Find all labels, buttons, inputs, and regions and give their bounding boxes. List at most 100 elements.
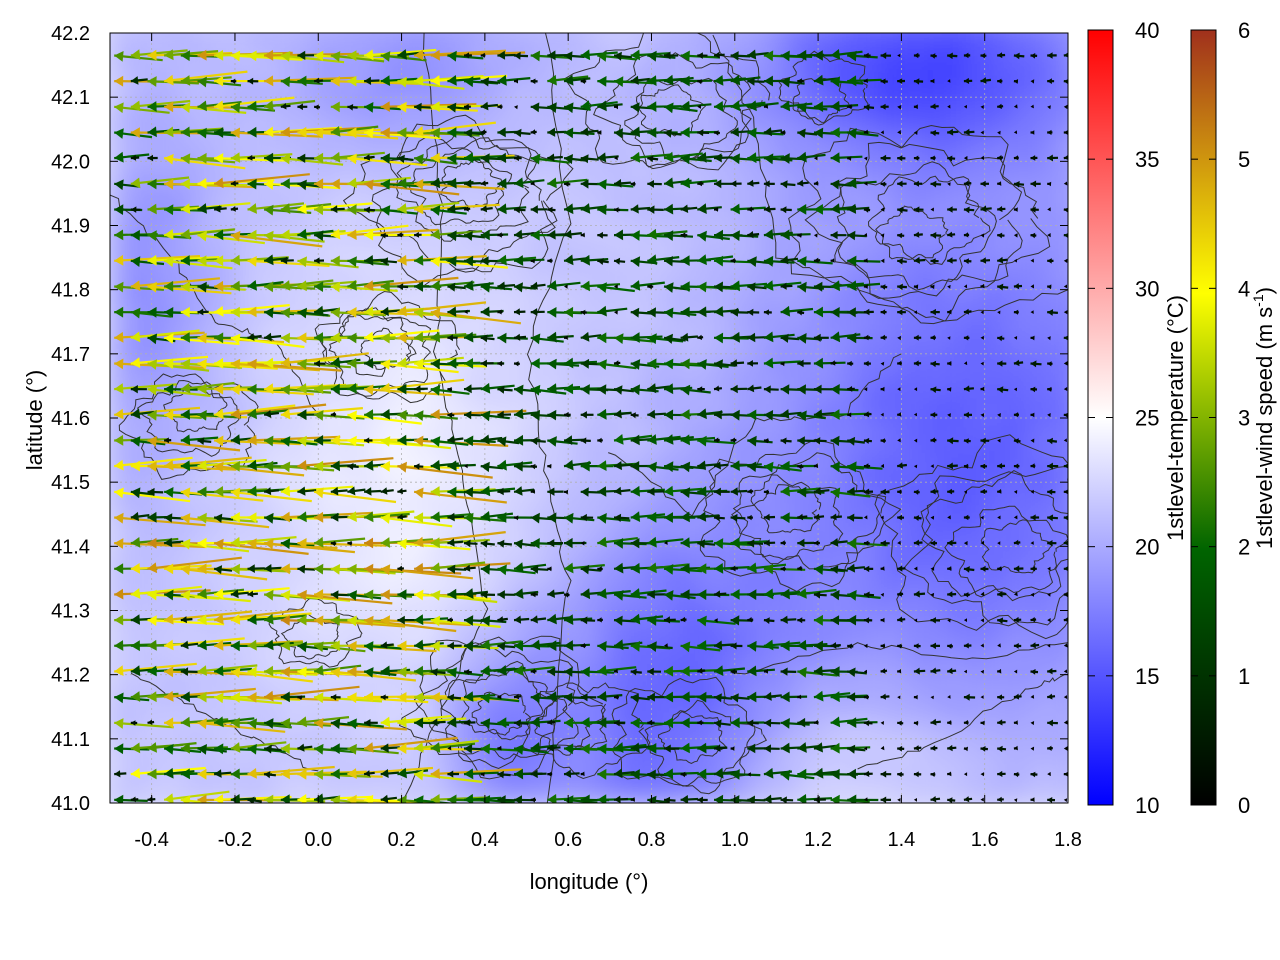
temperature-cell (1068, 380, 1090, 400)
temperature-cell (630, 572, 653, 593)
temperature-cell (110, 418, 132, 439)
temperature-cell (943, 514, 965, 535)
temperature-cell (297, 495, 320, 516)
temperature-cell (609, 495, 632, 516)
temperature-cell (776, 533, 799, 554)
temperature-cell (172, 187, 195, 208)
temperature-cell (151, 687, 174, 708)
temperature-cell (859, 475, 882, 496)
temperature-cell (297, 33, 320, 54)
temperature-cell (505, 418, 528, 439)
temperature-cell (547, 764, 570, 785)
temperature-cell (714, 264, 736, 285)
temperature-cell (797, 495, 820, 516)
temperature-cell (255, 264, 278, 285)
temperature-cell (1068, 52, 1090, 72)
temperature-cell (1047, 649, 1068, 670)
temperature-cell (797, 33, 820, 34)
temperature-cell (714, 572, 736, 593)
temperature-cell (589, 264, 611, 285)
temperature-cell (1068, 187, 1090, 207)
temperature-cell (484, 187, 507, 208)
temperature-cell (589, 187, 611, 208)
temperature-cell (755, 264, 778, 285)
temperature-cell (589, 495, 611, 516)
temperature-cell (838, 495, 861, 516)
temperature-cell (1047, 418, 1068, 439)
temperature-cell (130, 418, 153, 439)
temperature-cell (401, 495, 424, 516)
temperature-cell (714, 495, 736, 516)
temperature-cell (526, 726, 549, 747)
temperature-cell (318, 302, 341, 323)
temperature-cell (818, 33, 840, 54)
temperature-cell (1068, 206, 1090, 226)
temperature-cell (693, 591, 715, 612)
temperature-cell (339, 110, 361, 131)
temperature-cell (589, 341, 611, 362)
temperature-cell (380, 187, 403, 208)
temperature-cell (1068, 110, 1090, 130)
temperature-cell (734, 726, 757, 747)
temperature-cell (110, 437, 132, 458)
temperature-cell (380, 264, 403, 285)
temperature-cell (943, 726, 965, 747)
temperature-cell (1047, 33, 1068, 54)
temperature-cell (484, 533, 507, 554)
temperature-cell (339, 33, 361, 54)
temperature-cell (838, 341, 861, 362)
temperature-cell (901, 264, 924, 285)
temperature-cell (672, 783, 695, 803)
temperature-cell (1068, 688, 1090, 708)
temperature-cell (130, 687, 153, 708)
temperature-cell (380, 33, 403, 54)
temperature-cell (859, 572, 882, 593)
temperature-cell (464, 264, 486, 285)
temperature-cell (568, 187, 590, 208)
temperature-cell (359, 572, 382, 593)
temperature-cell (505, 187, 528, 208)
temperature-cell (630, 610, 653, 631)
temperature-cell (318, 726, 341, 747)
temperature-cell (151, 726, 174, 747)
temperature-cell (505, 33, 528, 34)
temperature-cell (630, 649, 653, 670)
temperature-cell (734, 187, 757, 208)
temperature-cell (963, 726, 986, 747)
temperature-cell (151, 33, 174, 54)
temperature-cell (1026, 244, 1049, 265)
temperature-cell (901, 687, 924, 708)
temperature-cell (484, 418, 507, 439)
temperature-cell (651, 110, 674, 131)
temperature-cell (422, 33, 445, 54)
temperature-cell (838, 418, 861, 439)
temperature-cell (401, 187, 424, 208)
temperature-cell (235, 283, 257, 304)
temperature-cell (110, 572, 132, 593)
temperature-cell (1005, 110, 1028, 131)
temperature-cell (901, 33, 924, 54)
temperature-cell (484, 649, 507, 670)
temperature-cell (859, 668, 882, 689)
temperature-cell (151, 33, 174, 34)
temperature-cell (609, 264, 632, 285)
temperature-cell (505, 572, 528, 593)
temperature-cell (505, 52, 528, 73)
temperature-cell (235, 33, 257, 54)
temperature-cell (838, 726, 861, 747)
temperature-cell (380, 649, 403, 670)
temperature-cell (630, 167, 653, 188)
temperature-cell (1068, 765, 1090, 785)
temperature-cell (130, 341, 153, 362)
temperature-cell (443, 495, 465, 516)
temperature-cell (484, 33, 507, 54)
temperature-cell (859, 418, 882, 439)
temperature-cell (838, 33, 861, 34)
temperature-cell (734, 456, 757, 477)
temperature-cell (276, 495, 299, 516)
temperature-cell (193, 187, 216, 208)
temperature-cell (1005, 726, 1028, 747)
temperature-cell (193, 341, 216, 362)
temperature-cell (776, 187, 799, 208)
temperature-cell (609, 283, 632, 304)
